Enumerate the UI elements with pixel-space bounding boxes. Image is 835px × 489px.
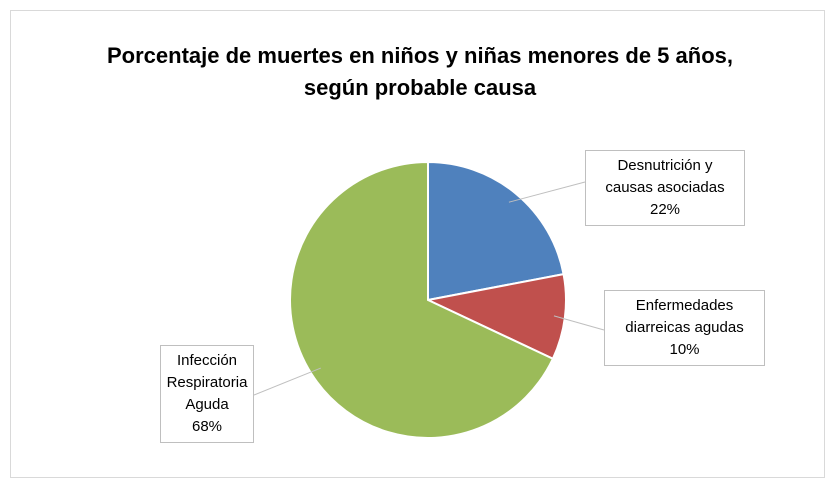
- data-label: Enfermedades diarreicas agudas 10%: [604, 290, 765, 366]
- pie-slice: [289, 160, 555, 439]
- data-label: Desnutrición y causas asociadas 22%: [585, 150, 745, 226]
- pie-slice: [427, 160, 565, 302]
- value-label: 22%: [649, 201, 681, 218]
- value-label: 10%: [669, 341, 700, 358]
- data-label: Infección Respiratoria Aguda 68%: [160, 345, 254, 443]
- value-label: 68%: [191, 418, 223, 435]
- category-label: Infección Respiratoria Aguda: [166, 352, 248, 413]
- leader-line: [553, 315, 605, 331]
- category-label: Desnutrición y causas asociadas: [605, 157, 725, 196]
- leader-line: [508, 181, 586, 203]
- pie-slice: [424, 272, 567, 361]
- chart-title: Porcentaje de muertes en niños y niñas m…: [107, 43, 733, 100]
- category-label: Enfermedades diarreicas agudas: [625, 297, 744, 336]
- leader-line: [253, 367, 321, 396]
- chart-frame: [10, 10, 825, 478]
